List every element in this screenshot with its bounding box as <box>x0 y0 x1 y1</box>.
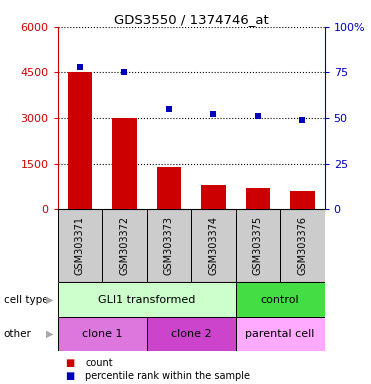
Point <box>166 106 172 112</box>
Bar <box>147 317 236 351</box>
Text: percentile rank within the sample: percentile rank within the sample <box>85 371 250 381</box>
Bar <box>112 118 137 209</box>
Bar <box>147 209 191 282</box>
Point <box>299 117 305 123</box>
Point <box>121 70 127 76</box>
Text: clone 2: clone 2 <box>171 329 211 339</box>
Text: control: control <box>261 295 299 305</box>
Text: GSM303375: GSM303375 <box>253 216 263 275</box>
Text: GSM303374: GSM303374 <box>209 216 218 275</box>
Text: ■: ■ <box>65 371 74 381</box>
Title: GDS3550 / 1374746_at: GDS3550 / 1374746_at <box>114 13 269 26</box>
Text: parental cell: parental cell <box>246 329 315 339</box>
Bar <box>68 73 92 209</box>
Bar <box>201 185 226 209</box>
Bar <box>58 317 147 351</box>
Bar <box>246 188 270 209</box>
Point <box>210 111 216 118</box>
Bar <box>236 282 325 317</box>
Text: ■: ■ <box>65 358 74 368</box>
Bar <box>236 209 280 282</box>
Text: GSM303373: GSM303373 <box>164 216 174 275</box>
Bar <box>58 282 236 317</box>
Point <box>77 64 83 70</box>
Bar <box>191 209 236 282</box>
Bar <box>280 209 325 282</box>
Point <box>255 113 261 119</box>
Text: ▶: ▶ <box>46 295 54 305</box>
Bar <box>290 191 315 209</box>
Bar <box>58 209 102 282</box>
Bar <box>157 167 181 209</box>
Text: GSM303372: GSM303372 <box>119 216 129 275</box>
Text: other: other <box>4 329 32 339</box>
Text: ▶: ▶ <box>46 329 54 339</box>
Text: GSM303376: GSM303376 <box>298 216 307 275</box>
Text: cell type: cell type <box>4 295 48 305</box>
Bar <box>236 317 325 351</box>
Text: GSM303371: GSM303371 <box>75 216 85 275</box>
Text: GLI1 transformed: GLI1 transformed <box>98 295 195 305</box>
Text: clone 1: clone 1 <box>82 329 122 339</box>
Text: count: count <box>85 358 113 368</box>
Bar <box>102 209 147 282</box>
